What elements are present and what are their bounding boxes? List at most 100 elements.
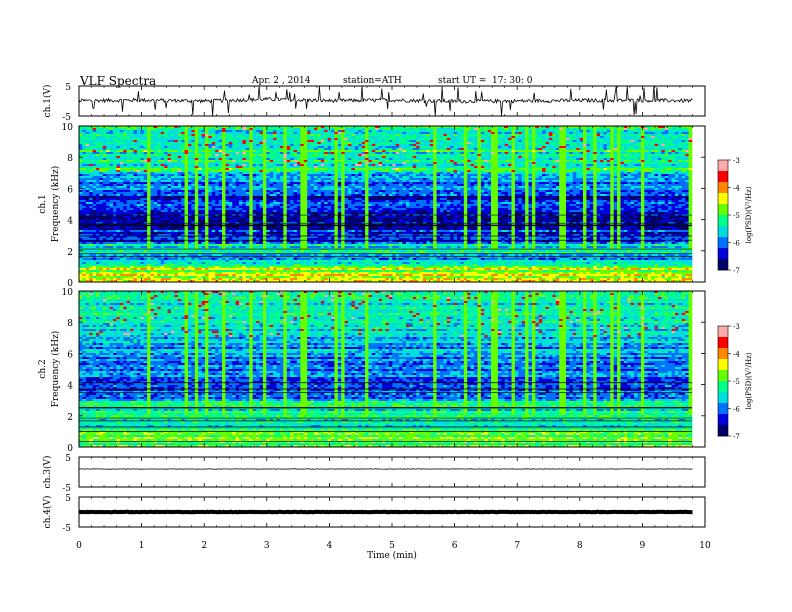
ch1-spectrogram-cell bbox=[345, 140, 349, 142]
ch1-waveform-ytick-label: 5 bbox=[65, 83, 71, 93]
ch1-spectrogram-cell bbox=[443, 130, 447, 132]
ch1-spectrogram-cell bbox=[116, 144, 120, 146]
ch1-spectrogram-cell bbox=[164, 142, 168, 144]
ch1-spectrogram-cell bbox=[229, 134, 233, 136]
ch1-spectrogram-cell bbox=[501, 132, 505, 134]
ch1-spectrogram-cell bbox=[672, 140, 676, 142]
ch1-spectrogram-cell bbox=[283, 142, 287, 144]
ch1-spectrogram-cell bbox=[682, 136, 686, 138]
ch1-spectrogram-cell bbox=[423, 138, 427, 140]
ch1-spectrogram-cell bbox=[151, 144, 155, 146]
ch1-spectrogram-cell bbox=[648, 138, 652, 140]
ch1-spectrogram-cell bbox=[164, 134, 168, 136]
ch1-spectrogram-cell bbox=[358, 136, 362, 138]
ch1-spectrogram-cell bbox=[358, 128, 362, 130]
ch1-spectrogram-cell bbox=[351, 140, 355, 142]
ch1-spectrogram-cell bbox=[484, 140, 488, 142]
ch1-spectrogram-cell bbox=[641, 140, 645, 142]
ch1-spectrogram-cell bbox=[96, 136, 100, 138]
ch1-spectrogram-cell bbox=[161, 138, 165, 140]
ch1-spectrogram-cell bbox=[447, 134, 451, 136]
ch1-spectrogram-cell bbox=[515, 138, 519, 140]
ch1-spectrogram-cell bbox=[433, 140, 437, 142]
ch1-spectrogram-cell bbox=[249, 138, 253, 140]
ch1-spectrogram-cell bbox=[229, 142, 233, 144]
ch1-spectrogram-cell bbox=[263, 140, 267, 142]
ch1-spectrogram-cell bbox=[93, 134, 97, 136]
ch1-spectrogram-cell bbox=[79, 130, 83, 132]
ch1-spectrogram-cell bbox=[348, 132, 352, 134]
ch1-spectrogram-cell bbox=[375, 134, 379, 136]
ch1-spectrogram-cell bbox=[171, 140, 175, 142]
ch1-spectrogram-cell bbox=[215, 130, 219, 132]
ch1-spectrogram-cell bbox=[651, 134, 655, 136]
ch1-spectrogram-cell bbox=[525, 140, 529, 142]
ch1-spectrogram-cell bbox=[181, 140, 185, 142]
ch1-spectrogram-cell bbox=[113, 138, 117, 140]
ch1-spectrogram-cell bbox=[590, 136, 594, 138]
ch1-spectrogram-cell bbox=[522, 132, 526, 134]
ch1-spectrogram-cell bbox=[386, 142, 390, 144]
ch1-spectrogram-cell bbox=[559, 130, 563, 132]
ch1-spectrogram-cell bbox=[202, 138, 206, 140]
ch1-spectrogram-cell bbox=[365, 128, 369, 130]
ch1-spectrogram-cell bbox=[345, 130, 349, 132]
ch1-spectrogram-cell bbox=[273, 134, 277, 136]
ch1-spectrogram-cell bbox=[403, 136, 407, 138]
ch1-spectrogram-cell bbox=[96, 130, 100, 132]
ch1-spectrogram-cell bbox=[525, 138, 529, 140]
ch1-spectrogram-cell bbox=[151, 140, 155, 142]
ch1-spectrogram-cell bbox=[185, 136, 189, 138]
ch1-spectrogram-cell bbox=[147, 142, 151, 144]
ch1-spectrogram-cell bbox=[484, 130, 488, 132]
ch1-spectrogram-cell bbox=[205, 142, 209, 144]
ch1-spectrogram-cell bbox=[219, 138, 223, 140]
ch1-spectrogram-cell bbox=[161, 140, 165, 142]
ch1-spectrogram-cell bbox=[580, 136, 584, 138]
ch1-spectrogram-cell bbox=[624, 138, 628, 140]
ch1-spectrogram-cell bbox=[573, 138, 577, 140]
ch1-spectrogram-cell bbox=[450, 134, 454, 136]
ch1-spectrogram-cell bbox=[655, 128, 659, 130]
ch1-spectrogram-cell bbox=[372, 134, 376, 136]
ch1-spectrogram-cell bbox=[665, 130, 669, 132]
ch1-spectrogram-cell bbox=[597, 128, 601, 130]
ch1-spectrogram-cell bbox=[311, 138, 315, 140]
ch1-spectrogram-cell bbox=[655, 142, 659, 144]
ch1-spectrogram-cell bbox=[232, 132, 236, 134]
ch1-spectrogram-cell bbox=[573, 136, 577, 138]
ch1-spectrogram-cell bbox=[297, 140, 301, 142]
ch1-spectrogram-cell bbox=[208, 136, 212, 138]
ch1-spectrogram-cell bbox=[321, 132, 325, 134]
ch1-spectrogram-cell bbox=[345, 132, 349, 134]
ch1-spectrogram-cell bbox=[133, 144, 137, 146]
ch1-spectrogram-cell bbox=[648, 134, 652, 136]
ch1-spectrogram-cell bbox=[379, 136, 383, 138]
ch1-spectrogram-cell bbox=[253, 144, 257, 146]
ch1-spectrogram-cell bbox=[610, 140, 614, 142]
ch1-spectrogram-cell bbox=[617, 134, 621, 136]
ch1-spectrogram-cell bbox=[368, 138, 372, 140]
ch1-spectrogram-cell bbox=[270, 132, 274, 134]
ch1-spectrogram-cell bbox=[99, 142, 103, 144]
ch1-spectrogram-cell bbox=[368, 136, 372, 138]
ch1-spectrogram-cell bbox=[328, 130, 332, 132]
ch1-spectrogram-cell bbox=[334, 140, 338, 142]
ch1-spectrogram-cell bbox=[198, 140, 202, 142]
ch1-spectrogram-cell bbox=[178, 144, 182, 146]
ch1-spectrogram-cell bbox=[137, 144, 141, 146]
ch1-spectrogram-cell bbox=[259, 138, 263, 140]
ch1-spectrogram-cell bbox=[311, 140, 315, 142]
ch1-spectrogram-cell bbox=[86, 142, 90, 144]
ch1-spectrogram-cell bbox=[590, 140, 594, 142]
ch1-spectrogram-cell bbox=[113, 134, 117, 136]
ch1-spectrogram-cell bbox=[225, 142, 229, 144]
ch1-spectrogram-cell bbox=[208, 128, 212, 130]
ch1-spectrogram-cell bbox=[416, 140, 420, 142]
ch1-spectrogram-cell bbox=[627, 136, 631, 138]
ch1-spectrogram-cell bbox=[580, 132, 584, 134]
ch1-spectrogram-cell bbox=[610, 142, 614, 144]
ch1-spectrogram-cell bbox=[168, 142, 172, 144]
ch1-spectrogram-cell bbox=[304, 134, 308, 136]
ch1-spectrogram-cell bbox=[689, 132, 693, 134]
